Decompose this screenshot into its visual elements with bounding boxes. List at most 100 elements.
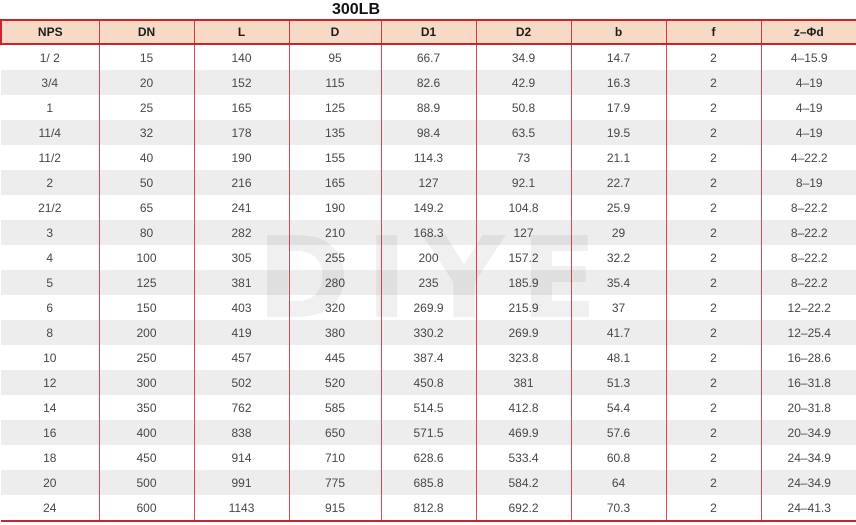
table-cell: 149.2 (380, 195, 477, 220)
table-cell: 127 (380, 170, 477, 195)
table-row: 1/ 2 15 140 95 66.7 34.9 14.7 2 4–15.9 (1, 44, 856, 70)
table-cell: 114.3 (380, 145, 477, 170)
table-cell: 20–34.9 (760, 420, 856, 445)
table-cell: 269.9 (380, 295, 477, 320)
header-row: NPS DN L D D1 D2 b f z–Φd (0, 19, 856, 45)
table-cell: 235 (380, 270, 477, 295)
table-cell: 17.9 (570, 95, 667, 120)
table-cell: 2 (665, 120, 762, 145)
table-cell: 514.5 (380, 395, 477, 420)
table-cell: 215.9 (475, 295, 572, 320)
table-cell: 16–28.6 (760, 345, 856, 370)
table-cell: 24–41.3 (760, 495, 856, 522)
table-cell: 2 (665, 495, 762, 522)
table-cell: 775 (288, 470, 382, 495)
table-cell: 710 (288, 445, 382, 470)
table-cell: 387.4 (380, 345, 477, 370)
table-cell: 125 (288, 95, 382, 120)
table-cell: 11/4 (1, 120, 100, 145)
table-cell: 20 (1, 470, 100, 495)
table-row: 11/4 32 178 135 98.4 63.5 19.5 2 4–19 (1, 120, 856, 145)
table-row: 10 250 457 445 387.4 323.8 48.1 2 16–28.6 (1, 345, 856, 370)
column-header: NPS (0, 19, 100, 45)
table-cell: 155 (288, 145, 382, 170)
table-cell: 400 (98, 420, 195, 445)
table-cell: 115 (288, 70, 382, 95)
table-cell: 685.8 (380, 470, 477, 495)
table-cell: 520 (288, 370, 382, 395)
table-cell: 300 (98, 370, 195, 395)
table-cell: 190 (193, 145, 290, 170)
table-cell: 2 (665, 195, 762, 220)
table-cell: 16–31.8 (760, 370, 856, 395)
table-cell: 18 (1, 445, 100, 470)
table-cell: 24 (1, 495, 100, 522)
table-cell: 3/4 (1, 70, 100, 95)
table-cell: 500 (98, 470, 195, 495)
table-cell: 200 (98, 320, 195, 345)
table-cell: 381 (475, 370, 572, 395)
table-row: 3 80 282 210 168.3 127 29 2 8–22.2 (1, 220, 856, 245)
table-cell: 12–22.2 (760, 295, 856, 320)
table-cell: 838 (193, 420, 290, 445)
table-cell: 1/ 2 (1, 44, 100, 70)
table-cell: 25.9 (570, 195, 667, 220)
table-cell: 4 (1, 245, 100, 270)
table-cell: 2 (665, 245, 762, 270)
table-cell: 502 (193, 370, 290, 395)
flange-dimensions-table: NPS DN L D D1 D2 b f z–Φd 1/ 2 15 140 95 66.7 34.9 14.… (0, 19, 856, 522)
table-cell: 2 (665, 470, 762, 495)
table-cell: 571.5 (380, 420, 477, 445)
table-cell: 584.2 (475, 470, 572, 495)
table-cell: 1143 (193, 495, 290, 522)
table-cell: 10 (1, 345, 100, 370)
table-cell: 24–34.9 (760, 470, 856, 495)
table-cell: 100 (98, 245, 195, 270)
table-cell: 178 (193, 120, 290, 145)
table-cell: 2 (665, 395, 762, 420)
table-cell: 165 (288, 170, 382, 195)
table-cell: 2 (665, 445, 762, 470)
table-cell: 8 (1, 320, 100, 345)
table-cell: 95 (288, 44, 382, 70)
table-cell: 282 (193, 220, 290, 245)
table-cell: 450 (98, 445, 195, 470)
table-cell: 241 (193, 195, 290, 220)
table-cell: 50 (98, 170, 195, 195)
table-cell: 25 (98, 95, 195, 120)
table-cell: 585 (288, 395, 382, 420)
table-cell: 104.8 (475, 195, 572, 220)
table-cell: 650 (288, 420, 382, 445)
table-cell: 51.3 (570, 370, 667, 395)
table-cell: 6 (1, 295, 100, 320)
table-cell: 4–19 (760, 120, 856, 145)
table-row: 4 100 305 255 200 157.2 32.2 2 8–22.2 (1, 245, 856, 270)
table-cell: 628.6 (380, 445, 477, 470)
table-cell: 64 (570, 470, 667, 495)
table-cell: 381 (193, 270, 290, 295)
column-header: D2 (475, 19, 572, 45)
table-cell: 4–22.2 (760, 145, 856, 170)
table-cell: 21/2 (1, 195, 100, 220)
table-cell: 22.7 (570, 170, 667, 195)
table-cell: 88.9 (380, 95, 477, 120)
table-cell: 305 (193, 245, 290, 270)
table-cell: 82.6 (380, 70, 477, 95)
table-cell: 445 (288, 345, 382, 370)
table-cell: 65 (98, 195, 195, 220)
table-cell: 73 (475, 145, 572, 170)
column-header: D (288, 19, 382, 45)
table-cell: 92.1 (475, 170, 572, 195)
table-row: 11/2 40 190 155 114.3 73 21.1 2 4–22.2 (1, 145, 856, 170)
table-cell: 2 (665, 345, 762, 370)
table-row: 16 400 838 650 571.5 469.9 57.6 2 20–34.9 (1, 420, 856, 445)
table-row: 3/4 20 152 115 82.6 42.9 16.3 2 4–19 (1, 70, 856, 95)
table-cell: 210 (288, 220, 382, 245)
table-cell: 8–22.2 (760, 245, 856, 270)
table-cell: 280 (288, 270, 382, 295)
table-cell: 35.4 (570, 270, 667, 295)
table-cell: 20–31.8 (760, 395, 856, 420)
table-cell: 419 (193, 320, 290, 345)
table-cell: 37 (570, 295, 667, 320)
table-cell: 40 (98, 145, 195, 170)
